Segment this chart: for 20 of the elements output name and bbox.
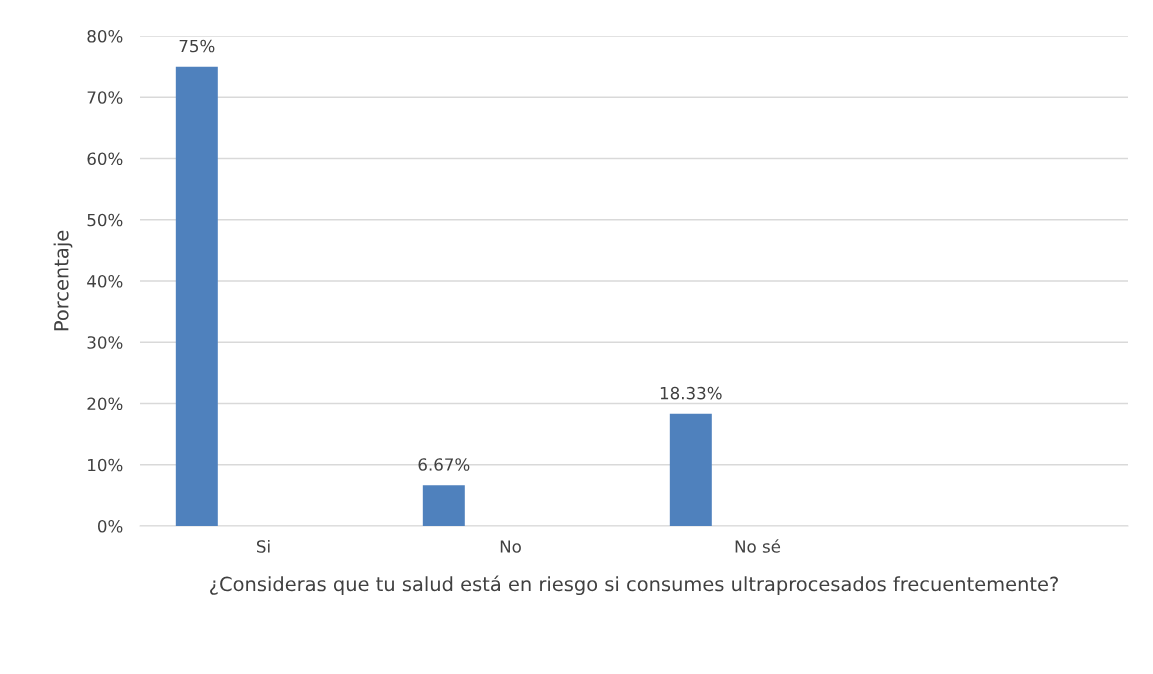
- y-tick-label: 60%: [87, 152, 123, 166]
- x-tick-label: No: [500, 540, 521, 553]
- y-tick-label: 20%: [87, 397, 123, 411]
- x-axis-title: ¿Consideras que tu salud está en riesgo si consumes ultraprocesados frecuentemente?: [210, 575, 1058, 596]
- bar: [669, 413, 712, 526]
- y-tick-label: 40%: [87, 274, 123, 288]
- x-tick-label: Si: [256, 539, 270, 553]
- data-label: 75%: [179, 39, 215, 53]
- y-tick-label: 50%: [87, 213, 123, 227]
- y-axis-title: Porcentaje: [53, 230, 73, 331]
- y-tick-label: 80%: [87, 29, 123, 43]
- y-tick-label: 10%: [88, 458, 123, 472]
- data-label: 18.33%: [660, 386, 722, 400]
- y-tick-label: 30%: [87, 336, 123, 349]
- y-tick-label: 0%: [97, 519, 123, 533]
- bar: [175, 66, 218, 526]
- x-tick-label: No sé: [735, 539, 781, 553]
- y-tick-label: 70%: [87, 91, 123, 104]
- bar: [422, 485, 465, 526]
- data-label: 6.67%: [418, 458, 470, 471]
